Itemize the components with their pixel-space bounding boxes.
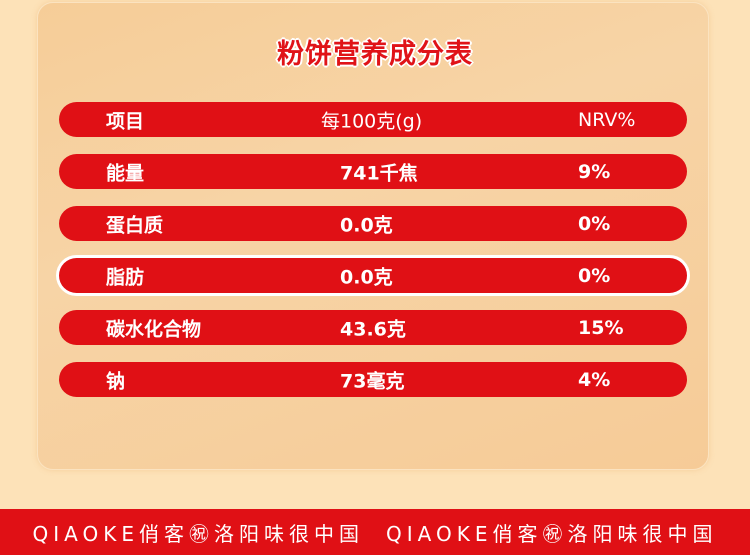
footer-slogan: QIAOKE俏客㊗洛阳味很中国 [386, 521, 718, 546]
table-header: 项目 每100克(g) NRV% [59, 102, 687, 137]
row-nrv: 0% [578, 212, 611, 235]
table-row: 能量 741千焦 9% [59, 154, 687, 189]
page-title: 粉饼营养成分表 [277, 39, 473, 70]
brand-footer: QIAOKE俏客㊗洛阳味很中国 QIAOKE俏客㊗洛阳味很中国 [0, 509, 750, 555]
row-value: 73毫克 [340, 370, 405, 392]
row-nrv: 4% [578, 368, 611, 391]
header-nrv: NRV% [578, 108, 636, 131]
row-item: 能量 [106, 162, 145, 184]
row-item: 钠 [106, 370, 126, 392]
row-nrv: 0% [578, 264, 611, 287]
table-row-highlighted: 脂肪 0.0克 0% [59, 258, 687, 293]
footer-slogan: QIAOKE俏客㊗洛阳味很中国 [32, 521, 364, 546]
row-value: 0.0克 [340, 214, 393, 236]
row-value: 43.6克 [340, 318, 406, 340]
row-nrv: 9% [578, 160, 611, 183]
row-nrv: 15% [578, 316, 624, 339]
table-row: 碳水化合物 43.6克 15% [59, 310, 687, 345]
table-row: 蛋白质 0.0克 0% [59, 206, 687, 241]
row-item: 蛋白质 [106, 214, 164, 236]
header-per100: 每100克(g) [321, 110, 423, 132]
row-item: 碳水化合物 [106, 318, 202, 340]
row-value: 741千焦 [340, 162, 418, 184]
row-value: 0.0克 [340, 266, 393, 288]
table-row: 钠 73毫克 4% [59, 362, 687, 397]
row-item: 脂肪 [106, 266, 145, 288]
header-item: 项目 [106, 110, 145, 132]
